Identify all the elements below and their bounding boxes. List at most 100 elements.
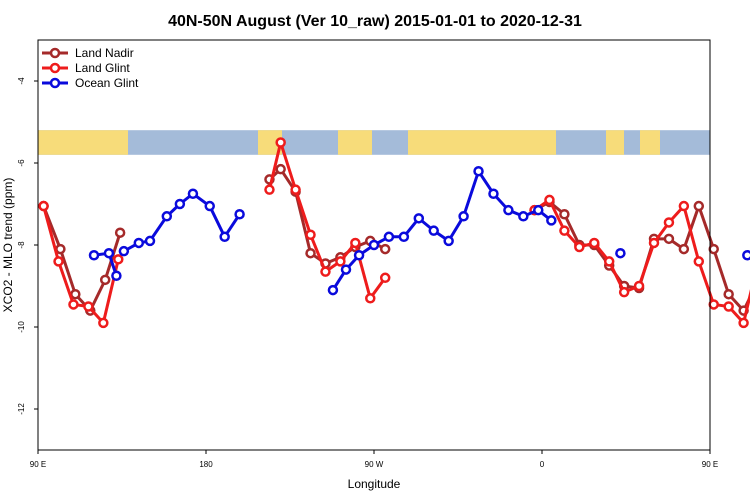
data-point xyxy=(708,243,719,255)
data-point xyxy=(458,211,469,222)
y-tick-label: -8 xyxy=(17,241,26,249)
data-point xyxy=(693,256,705,267)
legend-label: Ocean Glint xyxy=(75,76,139,90)
data-point xyxy=(693,200,705,212)
data-point xyxy=(38,200,49,212)
data-point xyxy=(161,211,173,222)
y-tick-label: -4 xyxy=(17,77,26,85)
legend-marker xyxy=(49,77,61,89)
data-point xyxy=(113,254,124,265)
y-tick-label: -10 xyxy=(17,321,26,333)
data-point xyxy=(473,165,484,177)
data-point xyxy=(723,288,734,300)
series-line xyxy=(331,169,553,291)
data-point xyxy=(379,243,391,255)
series-line xyxy=(533,198,750,325)
data-point xyxy=(305,229,316,240)
data-point xyxy=(708,299,719,310)
data-point xyxy=(88,250,100,261)
data-point xyxy=(678,243,690,255)
legend-label: Land Nadir xyxy=(75,46,134,60)
data-point xyxy=(275,137,286,148)
data-point xyxy=(383,231,395,243)
x-axis: 90 E 180 90 W 0 90 E xyxy=(30,450,718,469)
data-point xyxy=(648,237,660,249)
data-point xyxy=(379,272,391,284)
legend-label: Land Glint xyxy=(75,61,130,75)
data-point xyxy=(83,301,94,312)
data-point xyxy=(335,256,346,267)
y-tick-label: -12 xyxy=(17,403,26,415)
data-point xyxy=(118,245,130,257)
data-point xyxy=(98,317,109,329)
data-point xyxy=(615,247,626,259)
data-point xyxy=(518,211,529,222)
series-1 xyxy=(38,137,750,329)
data-point xyxy=(413,213,425,224)
data-point xyxy=(111,270,122,281)
x-axis-label: Longitude xyxy=(348,477,401,491)
data-point xyxy=(365,293,376,304)
data-point xyxy=(742,250,750,261)
series-line xyxy=(42,205,122,313)
data-point xyxy=(99,274,111,286)
y-tick-label: -6 xyxy=(17,159,26,167)
map-strip xyxy=(38,130,710,155)
data-point xyxy=(320,266,331,277)
data-point xyxy=(204,200,215,212)
data-point xyxy=(187,188,199,199)
data-point xyxy=(103,247,115,259)
data-point xyxy=(488,188,499,199)
map-land-4 xyxy=(606,130,624,155)
data-point xyxy=(633,280,645,292)
map-land-2 xyxy=(338,130,372,155)
map-land-3 xyxy=(408,130,556,155)
series-layer xyxy=(38,137,750,329)
data-point xyxy=(53,256,64,267)
data-point xyxy=(603,256,615,267)
data-point xyxy=(70,288,81,300)
data-point xyxy=(144,235,156,247)
data-point xyxy=(618,286,630,298)
data-point xyxy=(68,299,79,310)
data-point xyxy=(350,237,361,249)
data-point xyxy=(663,217,675,228)
data-point xyxy=(290,184,301,195)
legend-marker xyxy=(49,62,61,74)
data-point xyxy=(398,231,410,243)
data-point xyxy=(234,209,245,220)
data-point xyxy=(428,225,439,236)
x-tick-label: 90 W xyxy=(365,460,384,469)
data-point xyxy=(340,264,352,275)
data-point xyxy=(174,198,186,210)
data-point xyxy=(275,163,286,175)
data-point xyxy=(559,225,570,236)
chart-title: 40N-50N August (Ver 10_raw) 2015-01-01 t… xyxy=(168,13,582,30)
data-point xyxy=(663,233,675,245)
x-tick-label: 180 xyxy=(199,460,213,469)
series-2 xyxy=(88,165,750,296)
data-point xyxy=(533,204,544,216)
data-point xyxy=(55,243,66,255)
data-point xyxy=(589,237,600,249)
data-point xyxy=(503,204,514,216)
data-point xyxy=(219,231,230,243)
data-point xyxy=(353,250,365,261)
series-line xyxy=(42,205,120,325)
data-point xyxy=(546,215,557,226)
data-point xyxy=(264,184,275,195)
data-point xyxy=(443,235,454,247)
y-axis-label: XCO2 - MLO trend (ppm) xyxy=(1,178,15,313)
map-land-5 xyxy=(640,130,660,155)
data-point xyxy=(574,241,585,253)
data-point xyxy=(678,200,690,212)
data-point xyxy=(133,237,145,249)
data-point xyxy=(723,301,734,312)
data-point xyxy=(368,239,380,251)
data-point xyxy=(544,194,555,206)
legend-marker xyxy=(49,47,61,59)
x-tick-label: 90 E xyxy=(30,460,46,469)
